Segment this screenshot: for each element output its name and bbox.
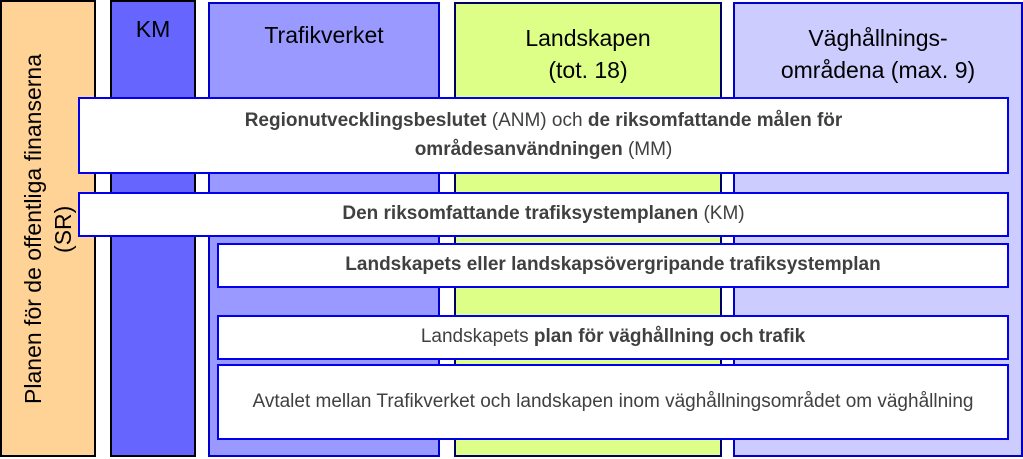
sr-abbrev: (SR) bbox=[50, 204, 76, 253]
box-avtalet: Avtalet mellan Trafikverket och landskap… bbox=[217, 364, 1009, 440]
box-regionutvecklingsbeslutet: Regionutvecklingsbeslutet (ANM) och de r… bbox=[78, 97, 1009, 174]
vaghallning-label-1: Väghållnings- bbox=[808, 25, 948, 51]
b3-bold: Landskapets eller landskapsövergripande … bbox=[345, 254, 881, 276]
b1-bold1: Regionutvecklingsbeslutet bbox=[244, 110, 487, 131]
landskapen-count: (tot. 18) bbox=[548, 57, 628, 84]
km-label: KM bbox=[135, 16, 171, 42]
sr-label: Planen för de offentliga finanserna (SR) bbox=[18, 54, 78, 404]
box-landskapets-trafiksystemplan: Landskapets eller landskapsövergripande … bbox=[217, 243, 1009, 288]
landskapen-label: Landskapen bbox=[525, 25, 651, 51]
b1-text1: (ANM) och bbox=[486, 110, 588, 131]
b4-text: Landskapets bbox=[420, 326, 534, 348]
box-riksomfattande-trafiksystemplan: Den riksomfattande trafiksystemplanen (K… bbox=[78, 192, 1009, 237]
b2-bold: Den riksomfattande trafiksystemplanen bbox=[342, 203, 699, 225]
b4-bold: plan för väghållning och trafik bbox=[533, 326, 806, 348]
b2-text: (KM) bbox=[698, 203, 745, 225]
b1-text2: (MM) bbox=[622, 138, 673, 160]
sr-title: Planen för de offentliga finanserna bbox=[20, 53, 46, 404]
trafikverket-label: Trafikverket bbox=[264, 22, 384, 48]
vaghallning-label-2: områdena (max. 9) bbox=[780, 57, 976, 84]
box-plan-vaghallning: Landskapets plan för väghållning och tra… bbox=[217, 315, 1009, 360]
b5-text: Avtalet mellan Trafikverket och landskap… bbox=[252, 390, 974, 412]
b1-bold2: de riksomfattande målen för områdesanvän… bbox=[414, 110, 843, 160]
